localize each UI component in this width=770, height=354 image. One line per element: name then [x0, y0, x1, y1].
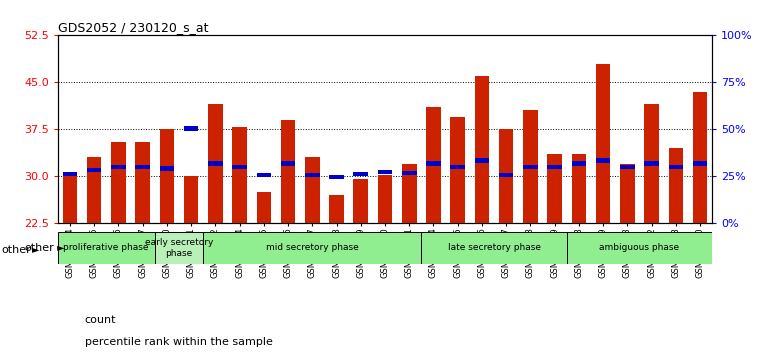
Bar	[620, 165, 634, 169]
Bar	[305, 173, 320, 177]
Bar	[62, 172, 77, 176]
Bar	[208, 104, 223, 223]
Bar	[378, 175, 392, 223]
Text: other: other	[2, 245, 32, 255]
Bar	[58, 232, 155, 264]
Bar	[421, 232, 567, 264]
Bar	[136, 165, 150, 169]
Bar	[474, 158, 489, 163]
Bar	[567, 232, 712, 264]
Text: late secretory phase: late secretory phase	[447, 243, 541, 252]
Bar	[281, 161, 296, 166]
Bar	[427, 161, 440, 166]
Bar	[596, 158, 611, 163]
Bar	[155, 232, 203, 264]
Bar	[499, 129, 514, 223]
Bar	[693, 92, 708, 223]
Bar	[233, 127, 247, 223]
Bar	[499, 173, 514, 177]
Text: ambiguous phase: ambiguous phase	[600, 243, 680, 252]
Bar	[644, 104, 659, 223]
Bar	[233, 165, 247, 169]
Text: percentile rank within the sample: percentile rank within the sample	[85, 337, 273, 347]
Bar	[547, 165, 562, 169]
Bar	[111, 165, 126, 169]
Bar	[281, 120, 296, 223]
Text: mid secretory phase: mid secretory phase	[266, 243, 359, 252]
Bar	[111, 142, 126, 223]
Text: ►: ►	[54, 243, 65, 253]
Bar	[523, 110, 537, 223]
Text: ►: ►	[32, 245, 40, 255]
Bar	[596, 64, 611, 223]
Text: GDS2052 / 230120_s_at: GDS2052 / 230120_s_at	[58, 21, 208, 34]
Bar	[450, 165, 465, 169]
Bar	[256, 192, 271, 223]
Bar	[402, 164, 417, 223]
Text: count: count	[85, 315, 116, 325]
Bar	[474, 76, 489, 223]
Bar	[620, 164, 634, 223]
Bar	[571, 161, 586, 166]
Bar	[159, 166, 174, 171]
Bar	[136, 142, 150, 223]
Bar	[571, 154, 586, 223]
Bar	[644, 161, 659, 166]
Bar	[203, 232, 421, 264]
Bar	[330, 175, 343, 179]
Bar	[668, 165, 683, 169]
Bar	[353, 172, 368, 176]
Bar	[427, 107, 440, 223]
Text: other: other	[24, 243, 54, 253]
Bar	[547, 154, 562, 223]
Bar	[184, 176, 199, 223]
Bar	[523, 165, 537, 169]
Bar	[208, 161, 223, 166]
Bar	[87, 168, 102, 172]
Bar	[305, 157, 320, 223]
Bar	[402, 171, 417, 175]
Bar	[62, 176, 77, 223]
Text: early secretory
phase: early secretory phase	[145, 238, 213, 257]
Bar	[378, 170, 392, 174]
Bar	[256, 173, 271, 177]
Bar	[450, 117, 465, 223]
Bar	[693, 161, 708, 166]
Bar	[87, 157, 102, 223]
Bar	[330, 195, 343, 223]
Text: proliferative phase: proliferative phase	[63, 243, 149, 252]
Bar	[353, 179, 368, 223]
Bar	[668, 148, 683, 223]
Bar	[159, 129, 174, 223]
Bar	[184, 126, 199, 131]
